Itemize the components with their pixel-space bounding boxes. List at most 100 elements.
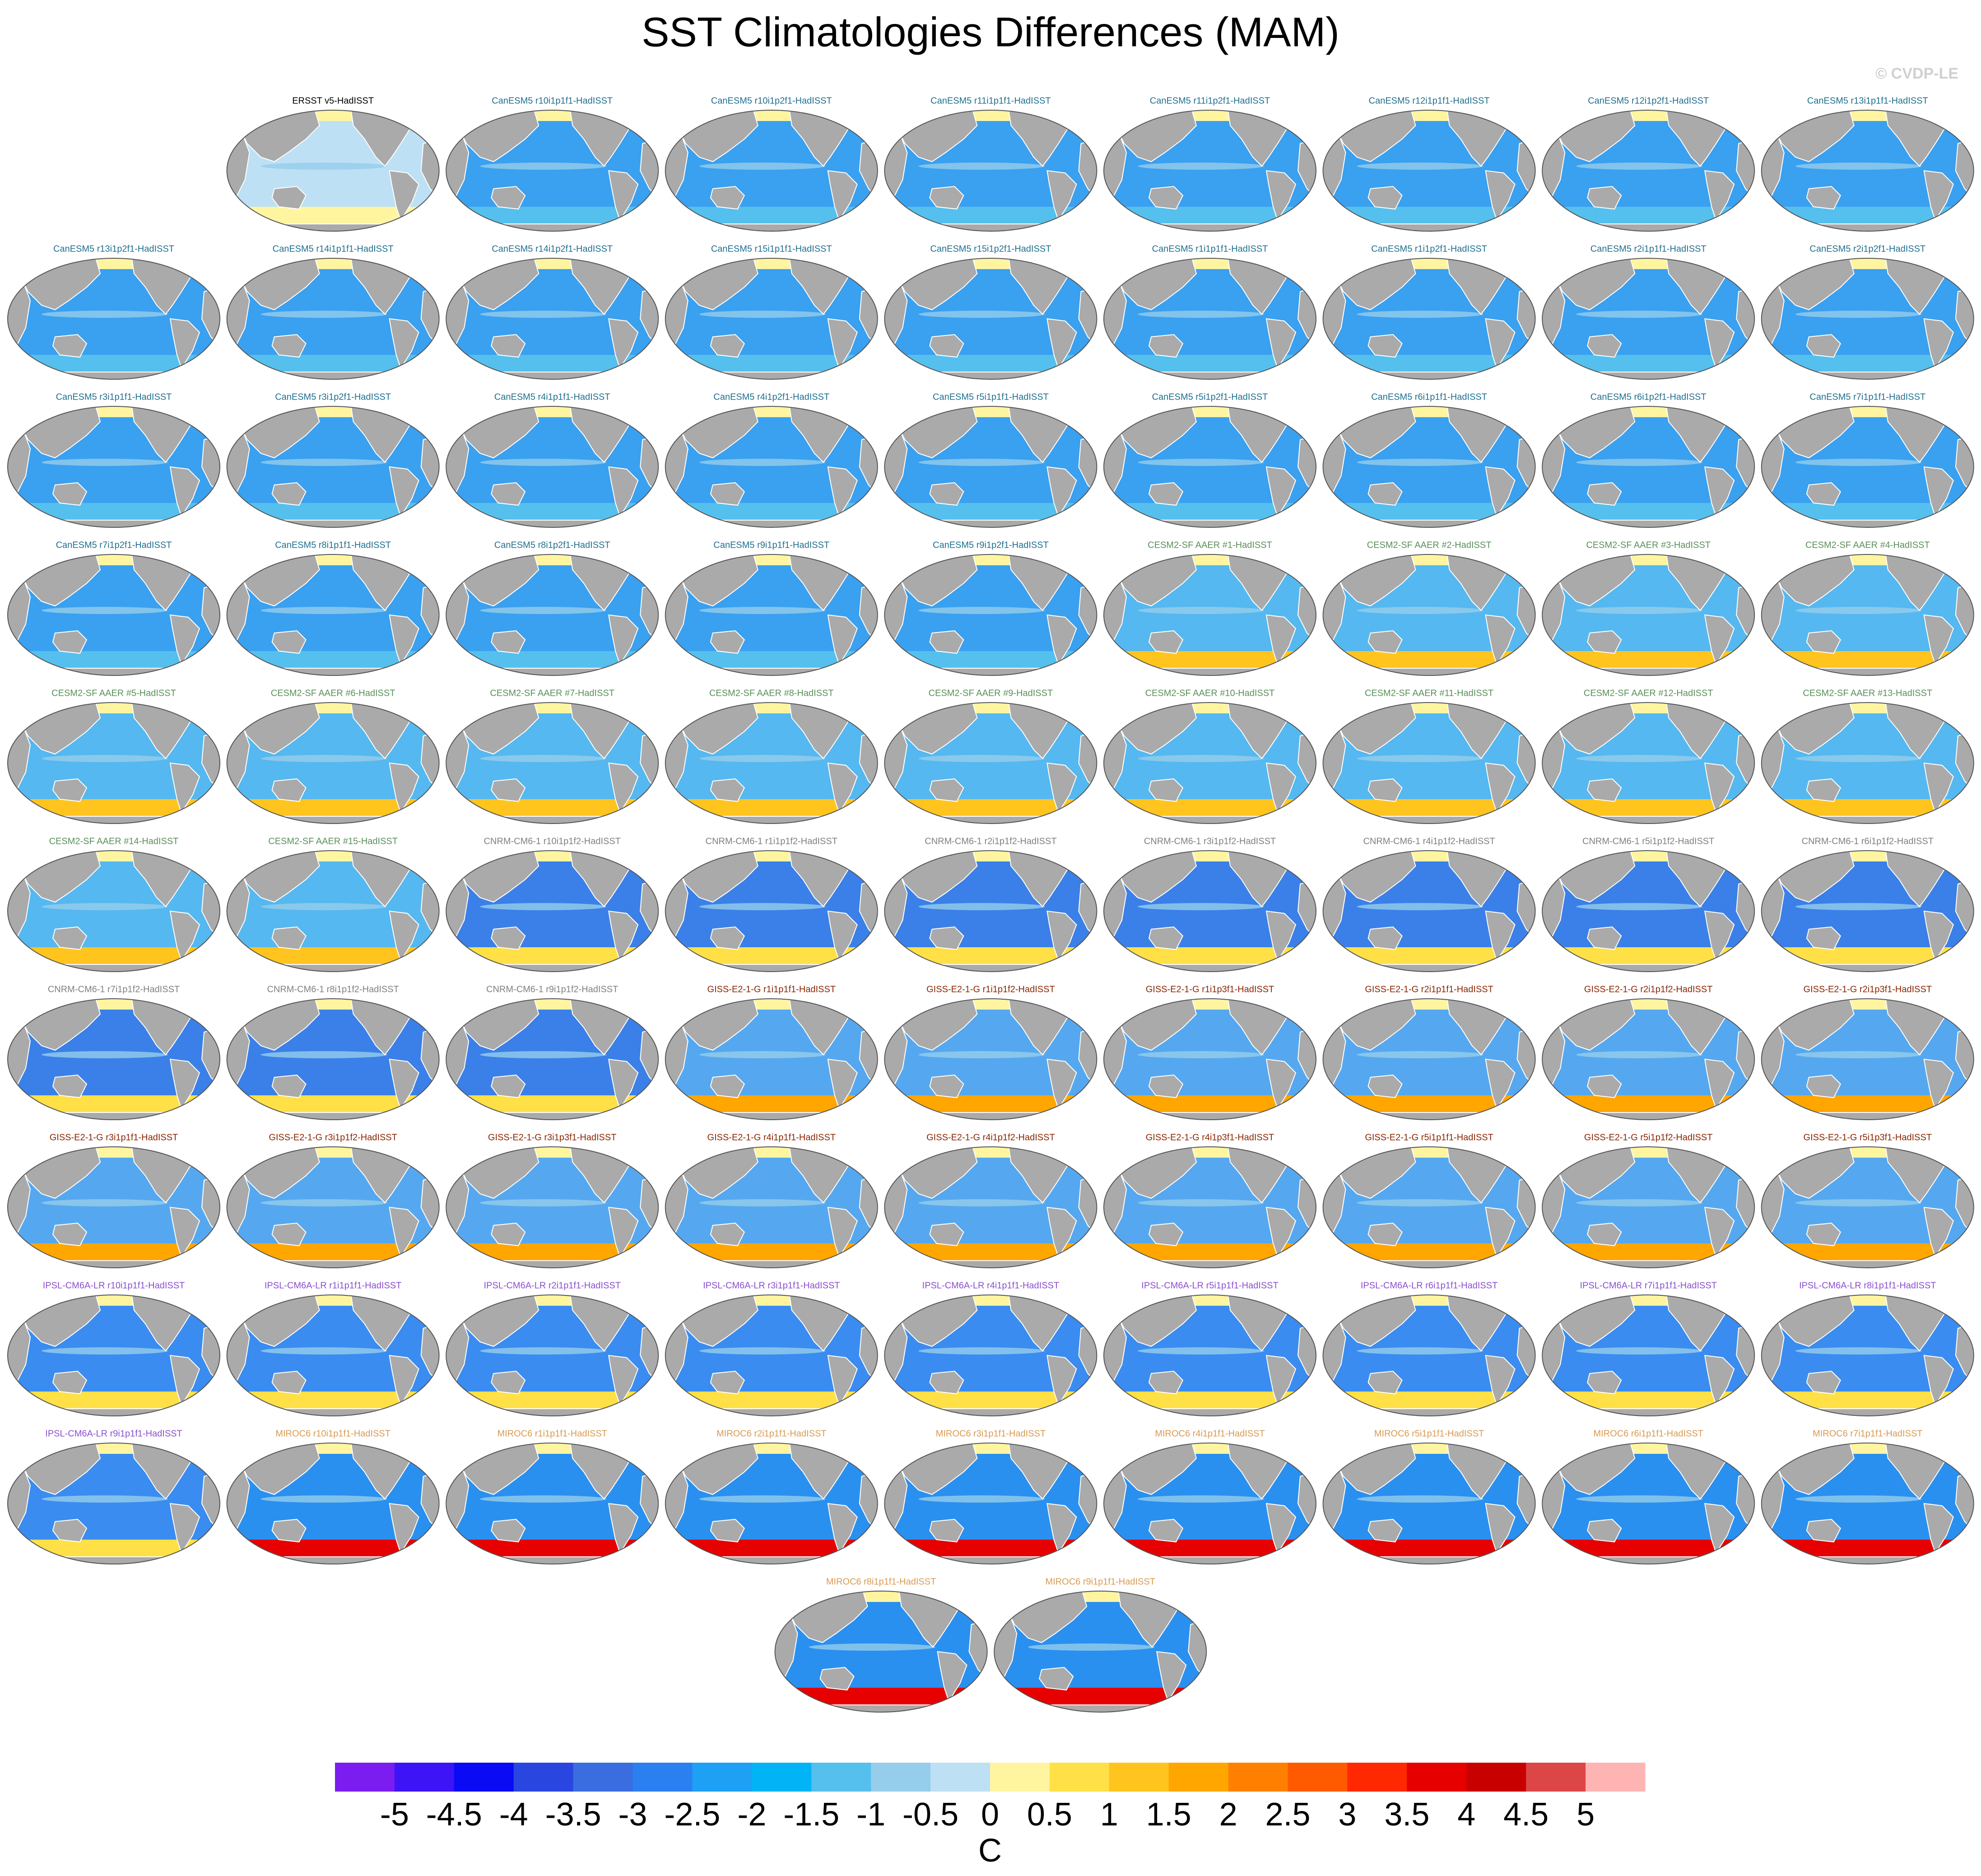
map-body bbox=[665, 406, 878, 527]
colorbar-box bbox=[454, 1763, 514, 1792]
map-outline bbox=[1761, 1294, 1974, 1416]
map bbox=[1761, 850, 1974, 972]
map-body bbox=[8, 1443, 220, 1564]
arctic-band bbox=[446, 258, 659, 269]
equatorial-band bbox=[699, 903, 826, 910]
map-panel: GISS-E2-1-G r5i1p1f1-HadISST bbox=[1322, 1132, 1536, 1268]
arctic-band bbox=[884, 1147, 1097, 1158]
panel-label: GISS-E2-1-G r2i1p3f1-HadISST bbox=[1804, 984, 1932, 994]
map-panel: GISS-E2-1-G r3i1p1f1-HadISST bbox=[7, 1132, 220, 1268]
map bbox=[665, 702, 878, 824]
equatorial-band bbox=[1138, 607, 1264, 614]
map bbox=[884, 1294, 1097, 1416]
map-outline bbox=[226, 110, 440, 232]
arctic-band bbox=[1104, 703, 1316, 713]
colorbar-tick-label: 5 bbox=[1576, 1797, 1595, 1833]
map-panel: CanESM5 r1i1p2f1-HadISST bbox=[1322, 244, 1536, 380]
map-body bbox=[1323, 1295, 1535, 1416]
map-outline bbox=[1761, 1146, 1974, 1268]
map-body bbox=[446, 258, 659, 379]
map-panel: MIROC6 r5i1p1f1-HadISST bbox=[1322, 1429, 1536, 1564]
panel-label: IPSL-CM6A-LR r4i1p1f1-HadISST bbox=[922, 1280, 1059, 1290]
map bbox=[1542, 850, 1755, 972]
map-body bbox=[1104, 258, 1316, 379]
map-body bbox=[1323, 1147, 1535, 1268]
equatorial-band bbox=[918, 1495, 1045, 1503]
panel-label: CanESM5 r5i1p1f1-HadISST bbox=[933, 392, 1049, 402]
map-panel: CanESM5 r3i1p1f1-HadISST bbox=[7, 392, 220, 528]
map-panel: GISS-E2-1-G r2i1p3f1-HadISST bbox=[1761, 984, 1974, 1120]
map-outline bbox=[1103, 702, 1316, 824]
colorbar-box bbox=[1228, 1763, 1288, 1792]
map-outline bbox=[884, 554, 1097, 676]
map-outline bbox=[1761, 702, 1974, 824]
map-outline bbox=[665, 1146, 878, 1268]
arctic-band bbox=[446, 999, 659, 1010]
equatorial-band bbox=[1795, 607, 1922, 614]
panel-label: CNRM-CM6-1 r7i1p1f2-HadISST bbox=[48, 984, 180, 994]
map bbox=[7, 406, 220, 528]
map-outline bbox=[1103, 1294, 1316, 1416]
colorbar: -5 -4.5 -4 -3.5 -3 -2.5 -2 -1.5 -1 -0.5 0 0.5 1 1.5 2 2… bbox=[335, 1763, 1646, 1869]
map-outline bbox=[226, 258, 440, 380]
arctic-band bbox=[227, 554, 439, 565]
colorbar-box bbox=[1168, 1763, 1229, 1792]
map-outline bbox=[1761, 258, 1974, 380]
panel-label: CESM2-SF AAER #11-HadISST bbox=[1365, 688, 1493, 698]
map-body bbox=[1761, 851, 1974, 972]
arctic-band bbox=[8, 1295, 220, 1306]
map-panel: CanESM5 r13i1p1f1-HadISST bbox=[1761, 96, 1974, 232]
map-panel: CanESM5 r2i1p2f1-HadISST bbox=[1761, 244, 1974, 380]
map bbox=[1542, 258, 1755, 380]
colorbar-box bbox=[1347, 1763, 1407, 1792]
map bbox=[226, 702, 440, 824]
map bbox=[665, 554, 878, 676]
map bbox=[1103, 258, 1316, 380]
map-panel: CNRM-CM6-1 r3i1p1f2-HadISST bbox=[1103, 836, 1316, 972]
map bbox=[226, 1294, 440, 1416]
colorbar-tick-label: -4 bbox=[499, 1797, 528, 1833]
equatorial-band bbox=[1138, 311, 1264, 318]
panel-label: GISS-E2-1-G r5i1p1f2-HadISST bbox=[1584, 1132, 1713, 1142]
map-outline bbox=[1322, 1443, 1536, 1564]
panel-label: CESM2-SF AAER #6-HadISST bbox=[271, 688, 395, 698]
map-body bbox=[1104, 1147, 1316, 1268]
map-panel: IPSL-CM6A-LR r1i1p1f1-HadISST bbox=[226, 1280, 440, 1416]
panel-label: MIROC6 r5i1p1f1-HadISST bbox=[1374, 1429, 1484, 1438]
map-panel: CanESM5 r7i1p2f1-HadISST bbox=[7, 540, 220, 676]
map-panel: MIROC6 r4i1p1f1-HadISST bbox=[1103, 1429, 1316, 1564]
colorbar-tick-label: -0.5 bbox=[902, 1797, 958, 1833]
map-body bbox=[1542, 851, 1755, 972]
arctic-band bbox=[1761, 999, 1974, 1010]
equatorial-band bbox=[42, 1347, 168, 1355]
map-panel: CanESM5 r13i1p2f1-HadISST bbox=[7, 244, 220, 380]
map-outline bbox=[1322, 850, 1536, 972]
colorbar-box bbox=[1407, 1763, 1467, 1792]
panel-label: CanESM5 r14i1p2f1-HadISST bbox=[492, 244, 613, 254]
map bbox=[1542, 998, 1755, 1120]
equatorial-band bbox=[1795, 903, 1922, 910]
map-body bbox=[1104, 1443, 1316, 1564]
equatorial-band bbox=[918, 459, 1045, 466]
arctic-band bbox=[227, 110, 439, 121]
map bbox=[884, 554, 1097, 676]
map bbox=[665, 998, 878, 1120]
map-outline bbox=[665, 1294, 878, 1416]
map-body bbox=[1542, 110, 1755, 231]
map-body bbox=[227, 406, 439, 527]
equatorial-band bbox=[699, 311, 826, 318]
panel-label: CanESM5 r15i1p1f1-HadISST bbox=[711, 244, 832, 254]
map-body bbox=[1761, 406, 1974, 527]
arctic-band bbox=[775, 1591, 987, 1602]
map-body bbox=[8, 554, 220, 675]
map-body bbox=[227, 1295, 439, 1416]
map-panel: CanESM5 r1i1p1f1-HadISST bbox=[1103, 244, 1316, 380]
arctic-band bbox=[8, 406, 220, 417]
equatorial-band bbox=[260, 163, 387, 170]
panel-label: IPSL-CM6A-LR r2i1p1f1-HadISST bbox=[484, 1280, 620, 1290]
map bbox=[665, 258, 878, 380]
map-outline bbox=[1103, 1146, 1316, 1268]
panel-label: MIROC6 r9i1p1f1-HadISST bbox=[1045, 1577, 1155, 1587]
map-panel: IPSL-CM6A-LR r9i1p1f1-HadISST bbox=[7, 1429, 220, 1564]
map-body bbox=[1323, 110, 1535, 231]
